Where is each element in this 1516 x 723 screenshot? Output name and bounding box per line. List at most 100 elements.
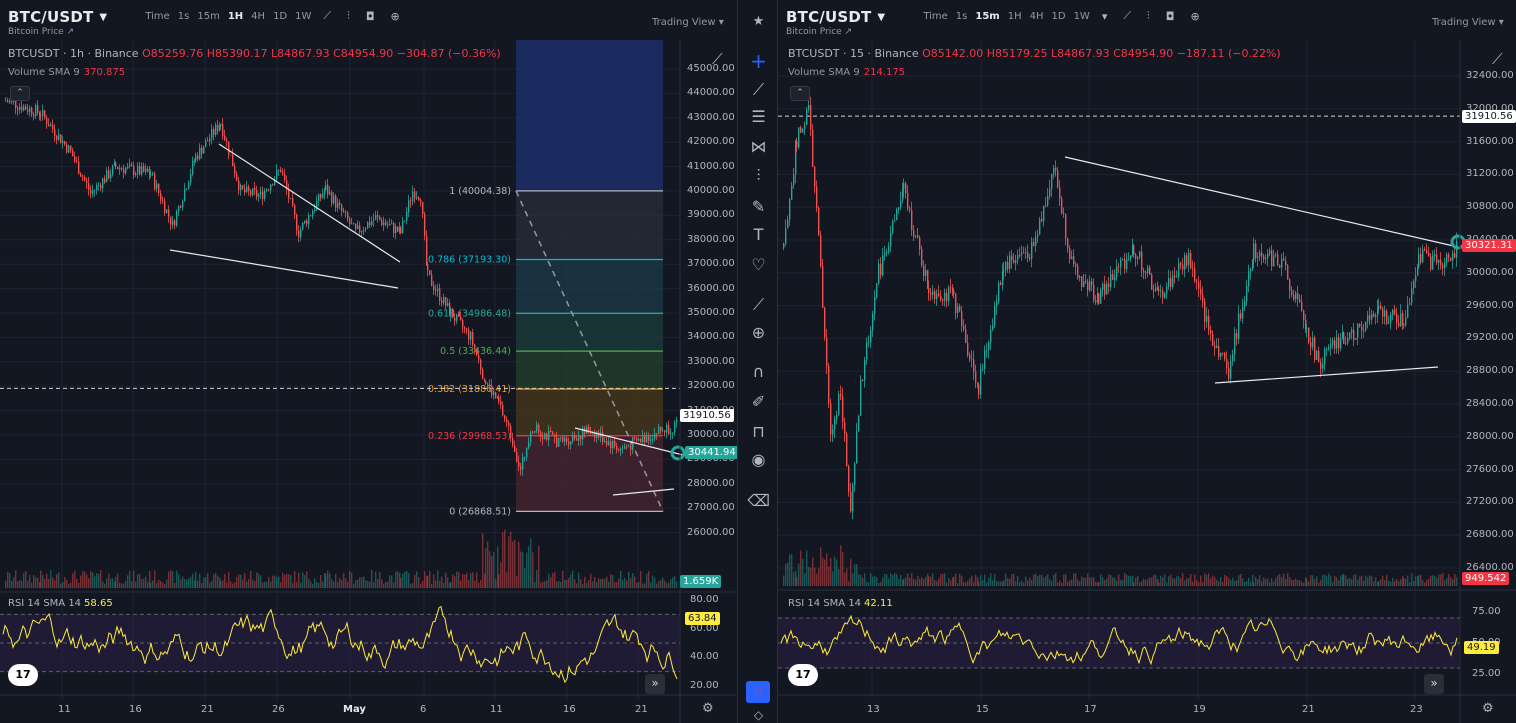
candle-body: [1417, 267, 1419, 276]
candle-body: [986, 349, 988, 351]
interval-1w[interactable]: 1W: [1073, 10, 1090, 22]
volume-bar: [1208, 573, 1210, 586]
ruler-icon[interactable]: ⟋: [752, 295, 765, 314]
chevron-icon[interactable]: ◇: [753, 708, 764, 722]
interval-15m[interactable]: 15m: [197, 10, 220, 22]
lock-icon[interactable]: ⊓: [752, 422, 765, 441]
gear-icon[interactable]: ⚙: [1482, 701, 1494, 716]
interval-4h[interactable]: 4H: [1029, 10, 1044, 22]
volume-bar: [1069, 580, 1071, 586]
chart-pane-right[interactable]: BTC/USDT ▼ Time 1s 15m 1H 4H 1D 1W ▾ ⟋ ⫶ …: [778, 0, 1516, 723]
chart-pane-left[interactable]: 1 (40004.38) 0.786 (37193.30) 0.618 (34986…: [0, 0, 737, 723]
pattern-icon[interactable]: ⋈: [750, 137, 767, 156]
crosshair-icon[interactable]: +: [750, 49, 767, 73]
camera-icon[interactable]: ◘: [1165, 9, 1175, 23]
volume-bar: [1170, 574, 1172, 586]
lock-draw-icon[interactable]: ✐: [751, 392, 766, 411]
add-icon[interactable]: ⊕: [390, 9, 400, 23]
forecast-icon[interactable]: ⫶: [756, 166, 761, 185]
volume-bar: [532, 552, 534, 588]
volume-bar: [226, 582, 228, 588]
zoom-in-icon[interactable]: ⊕: [751, 323, 766, 342]
interval-1s[interactable]: 1s: [955, 10, 968, 22]
candle-body: [936, 293, 938, 299]
candle-body: [1246, 286, 1248, 302]
volume-bar: [1398, 581, 1400, 586]
scroll-to-realtime-button[interactable]: »: [1424, 674, 1444, 694]
volume-bar: [1137, 575, 1139, 586]
volume-bar: [1228, 577, 1230, 586]
chart-canvas-right[interactable]: [778, 0, 1516, 723]
interval-1d[interactable]: 1D: [273, 10, 288, 22]
drawing-settings-icon[interactable]: ⟋: [1492, 50, 1503, 68]
candle-body: [1153, 289, 1155, 291]
indicator-icon[interactable]: ⟋: [323, 9, 332, 22]
price-tick: 28800.00: [1466, 365, 1514, 377]
tradingview-logo[interactable]: 17: [788, 664, 818, 686]
candle-body: [950, 287, 952, 289]
volume-bar: [574, 579, 576, 588]
volume-bar: [1415, 576, 1417, 586]
interval-4h[interactable]: 4H: [251, 10, 266, 22]
heart-icon[interactable]: ♡: [751, 255, 766, 274]
interval-15m[interactable]: 15m: [975, 10, 1000, 22]
volume-bar: [917, 575, 919, 586]
chevron-down-icon[interactable]: ▾: [1101, 9, 1108, 23]
volume-bar: [246, 581, 248, 588]
collapse-legend-button[interactable]: ⌃: [10, 86, 30, 101]
volume-bar: [828, 566, 830, 586]
candle-body: [80, 173, 82, 177]
interval-time[interactable]: Time: [923, 10, 948, 22]
text-icon[interactable]: T: [753, 225, 764, 244]
candle-body: [858, 415, 860, 432]
candle-type-icon[interactable]: ⫶: [347, 9, 350, 22]
candle-body: [1149, 267, 1151, 275]
drawing-settings-icon[interactable]: ⟋: [712, 50, 723, 68]
symbol-selector[interactable]: BTC/USDT ▼: [8, 8, 107, 27]
volume-bar: [558, 580, 560, 588]
candle-body: [31, 107, 33, 115]
interval-1s[interactable]: 1s: [177, 10, 190, 22]
indicator-icon[interactable]: ⟋: [1123, 9, 1132, 22]
trading-view-menu[interactable]: Trading View ▾: [1432, 17, 1504, 28]
chart-canvas-left[interactable]: 1 (40004.38)0.786 (37193.30)0.618 (34986…: [0, 0, 737, 723]
volume-bar: [1259, 575, 1261, 586]
trading-view-menu[interactable]: Trading View ▾: [652, 17, 724, 28]
trash-icon[interactable]: ⌫: [747, 491, 770, 510]
candle-body: [1228, 368, 1230, 379]
volume-bar: [62, 581, 64, 588]
fib-retracement-icon[interactable]: ☰: [751, 107, 766, 126]
interval-time[interactable]: Time: [145, 10, 170, 22]
volume-bar: [485, 548, 487, 588]
favorite-star-icon[interactable]: ☆: [746, 681, 770, 703]
volume-bar: [896, 574, 898, 586]
collapse-legend-button[interactable]: ⌃: [790, 86, 810, 101]
candle-body: [170, 216, 172, 225]
volume-bar: [1200, 575, 1202, 586]
brush-icon[interactable]: ✎: [751, 197, 766, 216]
magnet-icon[interactable]: ∩: [752, 362, 765, 381]
camera-icon[interactable]: ◘: [365, 9, 375, 23]
volume-bar: [343, 573, 345, 588]
interval-1h[interactable]: 1H: [227, 10, 244, 22]
star-icon[interactable]: ★: [752, 14, 765, 29]
volume-bar: [495, 579, 497, 588]
add-icon[interactable]: ⊕: [1190, 9, 1200, 23]
trend-line-icon[interactable]: ⟋: [752, 80, 765, 99]
candle-body: [576, 438, 578, 441]
volume-bar: [420, 583, 422, 588]
volume-bar: [664, 580, 666, 588]
candle-type-icon[interactable]: ⫶: [1147, 9, 1150, 22]
interval-1d[interactable]: 1D: [1051, 10, 1066, 22]
gear-icon[interactable]: ⚙: [702, 701, 714, 716]
candle-body: [1184, 255, 1186, 270]
volume-bar: [1222, 581, 1224, 586]
tradingview-logo[interactable]: 17: [8, 664, 38, 686]
candle-body: [304, 220, 306, 224]
symbol-selector[interactable]: BTC/USDT ▼: [786, 8, 885, 27]
scroll-to-realtime-button[interactable]: »: [645, 674, 665, 694]
interval-1h[interactable]: 1H: [1007, 10, 1022, 22]
volume-bar: [930, 576, 932, 586]
interval-1w[interactable]: 1W: [295, 10, 312, 22]
eye-icon[interactable]: ◉: [751, 450, 766, 469]
